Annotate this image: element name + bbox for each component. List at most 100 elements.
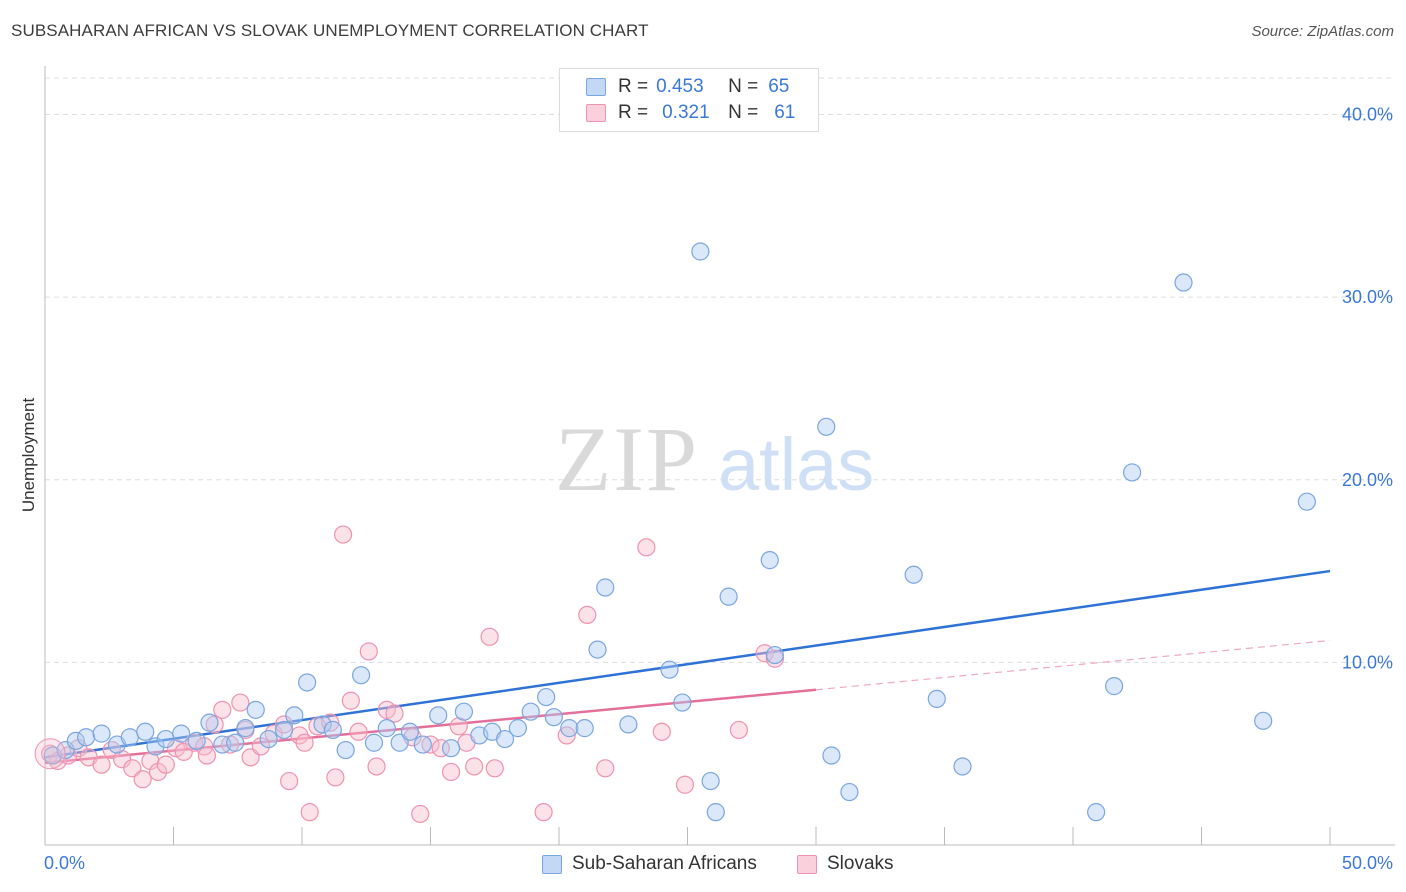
data-point-subsaharan: [619, 715, 638, 734]
trend-line-slovaks-extension: [815, 639, 1331, 691]
data-point-subsaharan: [454, 702, 474, 721]
data-point-slovaks: [156, 755, 175, 774]
data-point-subsaharan: [588, 640, 607, 659]
data-point-subsaharan: [298, 673, 317, 692]
data-point-subsaharan: [1297, 492, 1316, 511]
legend-item-subsaharan[interactable]: Sub-Saharan Africans: [542, 853, 757, 875]
source-label: Source: ZipAtlas.com: [1251, 23, 1394, 40]
data-point-subsaharan: [1105, 677, 1124, 696]
data-point-subsaharan: [92, 724, 111, 743]
data-point-subsaharan: [172, 724, 191, 743]
data-point-subsaharan: [691, 242, 710, 261]
data-point-subsaharan: [760, 551, 779, 570]
data-point-subsaharan: [259, 729, 278, 749]
y-tick-label: 40.0%: [1342, 105, 1393, 125]
data-point-cluster: [34, 738, 66, 770]
data-point-subsaharan: [156, 729, 175, 749]
n-label: N =: [728, 76, 759, 97]
n-label: N =: [728, 102, 759, 123]
data-point-subsaharan: [226, 733, 245, 752]
r-label: R =: [618, 102, 649, 123]
data-point-subsaharan: [136, 722, 155, 741]
data-point-slovaks: [251, 737, 270, 756]
data-point-slovaks: [174, 742, 193, 761]
data-point-slovaks: [295, 733, 314, 752]
trend-line-subsaharan: [44, 569, 1331, 759]
data-point-subsaharan: [56, 740, 75, 760]
data-point-subsaharan: [66, 731, 85, 751]
r-value: 0.453: [656, 76, 704, 97]
x-tick-label-max: 50.0%: [1342, 853, 1393, 873]
data-point-slovaks: [341, 691, 360, 710]
data-point-subsaharan: [1123, 463, 1142, 482]
stats-row-slovaks: R = 0.321 N = 61: [586, 102, 795, 124]
grid-lines: [45, 77, 1395, 663]
data-point-subsaharan: [508, 719, 527, 738]
data-point-subsaharan: [413, 735, 432, 754]
legend-item-slovaks[interactable]: Slovaks: [797, 853, 894, 875]
data-point-slovaks: [675, 775, 695, 794]
data-point-subsaharan: [953, 757, 972, 776]
legend-label: Slovaks: [827, 853, 894, 874]
data-point-subsaharan: [927, 689, 946, 709]
data-point-slovaks: [264, 724, 283, 743]
data-point-subsaharan: [817, 417, 836, 436]
data-point-subsaharan: [400, 722, 420, 741]
y-tick-label: 10.0%: [1342, 652, 1393, 672]
data-point-subsaharan: [246, 700, 265, 719]
data-point-subsaharan: [904, 565, 923, 584]
data-point-subsaharan: [1254, 711, 1273, 730]
r-value: 0.321: [662, 102, 710, 123]
data-point-subsaharan: [313, 715, 332, 734]
data-point-slovaks: [280, 771, 299, 791]
r-label: R =: [618, 76, 649, 97]
y-tick-label: 30.0%: [1342, 287, 1393, 307]
data-point-subsaharan: [495, 729, 515, 749]
n-value: 65: [768, 76, 790, 97]
data-point-slovaks: [367, 757, 386, 776]
axes: [44, 66, 1395, 846]
data-point-slovaks: [557, 726, 576, 745]
data-point-subsaharan: [822, 746, 841, 765]
data-point-subsaharan: [1174, 273, 1193, 292]
data-point-slovaks: [197, 746, 217, 765]
data-point-subsaharan: [274, 720, 294, 740]
data-point-subsaharan: [673, 693, 692, 712]
watermark: ZIP atlas: [555, 408, 874, 510]
legend-label: Sub-Saharan Africans: [572, 853, 757, 874]
data-point-slovaks: [359, 642, 378, 661]
data-point-slovaks: [729, 720, 749, 740]
data-point-subsaharan: [596, 578, 615, 597]
data-point-subsaharan: [336, 740, 355, 760]
data-point-slovaks: [231, 693, 250, 712]
chart-title: SUBSAHARAN AFRICAN VS SLOVAK UNEMPLOYMEN…: [11, 21, 649, 40]
data-point-slovaks: [421, 735, 440, 754]
legend-swatch-pink: [797, 854, 817, 874]
swatch-pink: [586, 104, 606, 122]
watermark-zip: ZIP: [555, 408, 699, 510]
data-point-slovaks: [41, 744, 60, 763]
data-point-subsaharan: [429, 706, 448, 725]
data-point-slovaks: [465, 757, 484, 776]
data-point-slovaks: [102, 740, 121, 760]
data-point-subsaharan: [765, 645, 784, 665]
data-point-subsaharan: [719, 587, 738, 606]
data-point-slovaks: [652, 722, 671, 741]
trend-line-slovaks: [44, 688, 817, 765]
data-point-slovaks: [133, 770, 152, 789]
data-point-slovaks: [274, 715, 294, 734]
data-points: [34, 242, 1316, 824]
data-point-slovaks: [385, 704, 404, 723]
data-point-subsaharan: [706, 803, 725, 822]
data-point-slovaks: [431, 739, 450, 758]
data-point-slovaks: [300, 803, 319, 822]
data-point-subsaharan: [187, 731, 206, 751]
data-point-slovaks: [578, 605, 597, 625]
stats-legend: R = 0.453 N = 65 R = 0.321 N = 61: [559, 68, 819, 132]
data-point-subsaharan: [364, 733, 384, 752]
data-point-subsaharan: [1087, 803, 1106, 822]
y-axis-title: Unemployment: [19, 398, 38, 513]
data-point-slovaks: [480, 627, 499, 646]
data-point-slovaks: [326, 768, 345, 787]
